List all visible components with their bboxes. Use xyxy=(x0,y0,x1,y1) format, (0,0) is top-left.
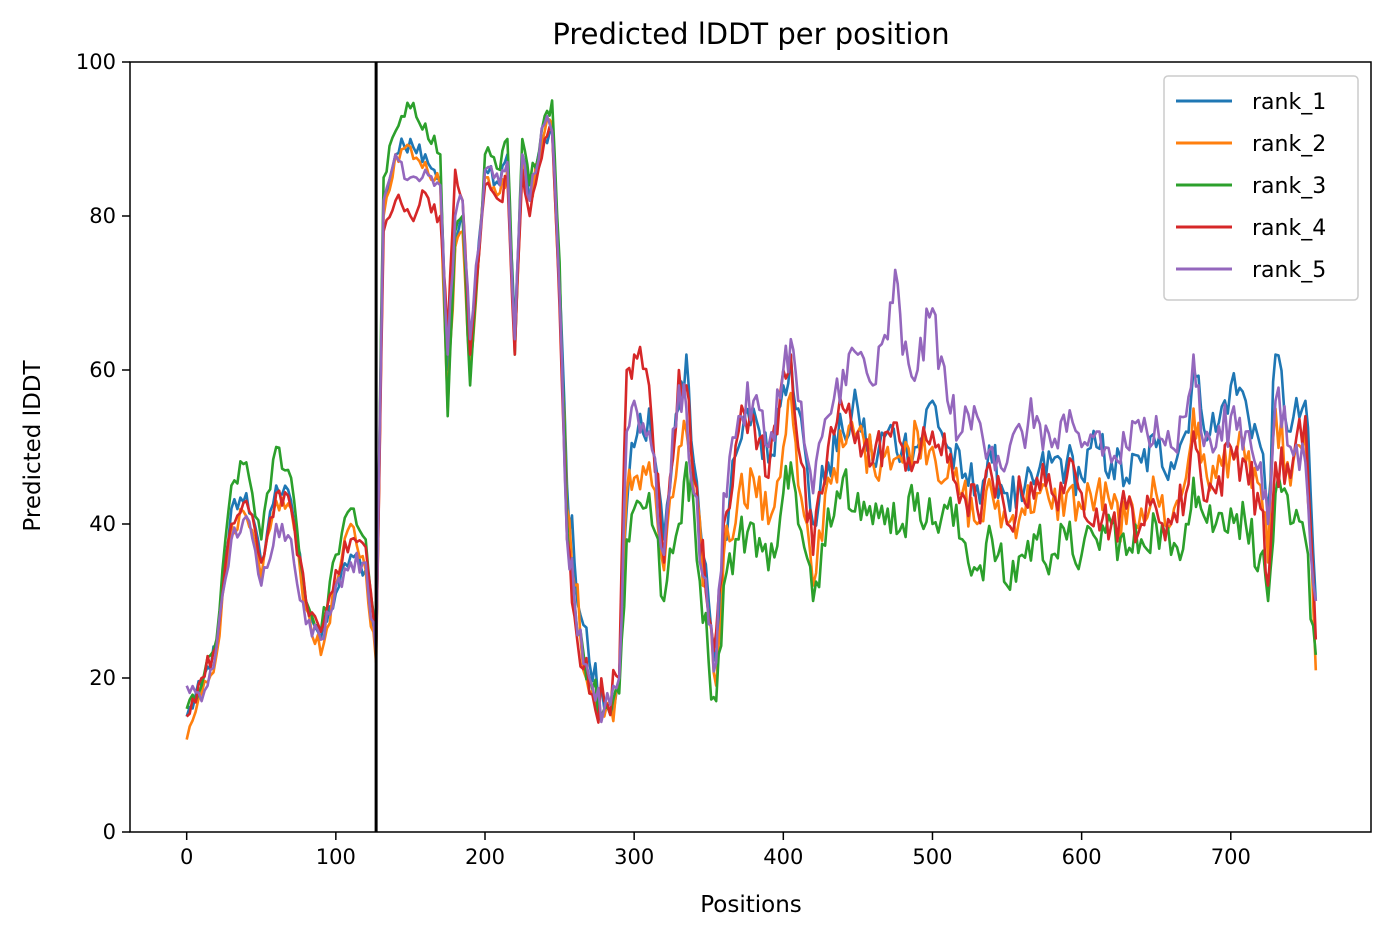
x-tick-label: 200 xyxy=(465,845,505,869)
chart-title: Predicted lDDT per position xyxy=(552,17,949,51)
x-tick-label: 100 xyxy=(316,845,356,869)
y-tick-label: 0 xyxy=(103,820,116,844)
y-tick-label: 100 xyxy=(76,50,116,74)
x-tick-label: 400 xyxy=(763,845,803,869)
x-tick-label: 300 xyxy=(614,845,654,869)
x-tick-label: 0 xyxy=(180,845,193,869)
y-tick-label: 40 xyxy=(89,512,116,536)
series-layer xyxy=(185,99,1318,740)
y-axis-ticks: 0 20 40 60 80 100 xyxy=(76,50,130,844)
plot-frame xyxy=(129,61,1372,833)
series-line-rank_5 xyxy=(185,114,1318,724)
legend-label-rank_2: rank_2 xyxy=(1252,132,1326,157)
x-tick-label: 600 xyxy=(1062,845,1102,869)
x-axis-ticks: 0 100 200 300 400 500 600 700 xyxy=(180,832,1251,869)
x-axis-label: Positions xyxy=(700,892,802,918)
y-tick-label: 80 xyxy=(89,204,116,228)
y-tick-label: 20 xyxy=(89,666,116,690)
legend-label-rank_1: rank_1 xyxy=(1252,90,1326,115)
y-axis-label: Predicted lDDT xyxy=(20,359,46,531)
y-tick-label: 60 xyxy=(89,358,116,382)
legend-label-rank_3: rank_3 xyxy=(1252,174,1326,199)
legend: rank_1 rank_2 rank_3 rank_4 rank_5 xyxy=(1163,75,1359,301)
legend-label-rank_5: rank_5 xyxy=(1252,258,1326,283)
x-tick-label: 500 xyxy=(912,845,952,869)
legend-box xyxy=(1163,75,1359,301)
x-tick-label: 700 xyxy=(1211,845,1251,869)
legend-label-rank_4: rank_4 xyxy=(1252,216,1326,241)
